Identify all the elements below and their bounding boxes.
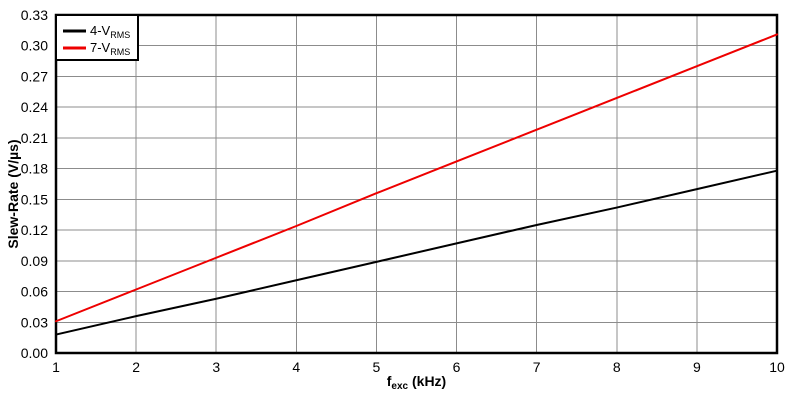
y-tick-label: 0.06 (21, 284, 48, 300)
y-tick-label: 0.00 (21, 345, 48, 361)
x-axis-title: fexc (kHz) (387, 373, 446, 392)
y-tick-label: 0.21 (21, 130, 48, 146)
legend-item-4-VRMS: 4-VRMS (63, 23, 130, 40)
x-tick-label: 3 (212, 359, 220, 375)
plot-frame (54, 13, 779, 355)
series-line-7-VRMS (55, 33, 778, 323)
x-tick-label: 9 (693, 359, 701, 375)
legend-item-7-VRMS: 7-VRMS (63, 40, 130, 57)
x-tick-label: 10 (769, 359, 785, 375)
y-tick-label: 0.30 (21, 38, 48, 54)
y-tick-label: 0.03 (21, 314, 48, 330)
x-tick-label: 8 (613, 359, 621, 375)
x-tick-label: 1 (52, 359, 60, 375)
y-tick-label: 0.27 (21, 68, 48, 84)
y-tick-label: 0.24 (21, 99, 48, 115)
series-line-4-VRMS (55, 169, 778, 336)
legend-box (55, 14, 139, 61)
x-tick-label: 4 (292, 359, 300, 375)
x-tick-label: 2 (132, 359, 140, 375)
y-tick-label: 0.12 (21, 222, 48, 238)
legend-label: 7-VRMS (90, 40, 130, 57)
y-tick-label: 0.15 (21, 191, 48, 207)
legend-label: 4-VRMS (90, 23, 130, 40)
y-axis-title: Slew-Rate (V/µs) (5, 139, 21, 248)
x-tick-label: 7 (533, 359, 541, 375)
y-tick-label: 0.09 (21, 253, 48, 269)
x-tick-label: 6 (453, 359, 461, 375)
x-tick-label: 5 (373, 359, 381, 375)
y-tick-label: 0.18 (21, 161, 48, 177)
y-tick-label: 0.33 (21, 7, 48, 23)
